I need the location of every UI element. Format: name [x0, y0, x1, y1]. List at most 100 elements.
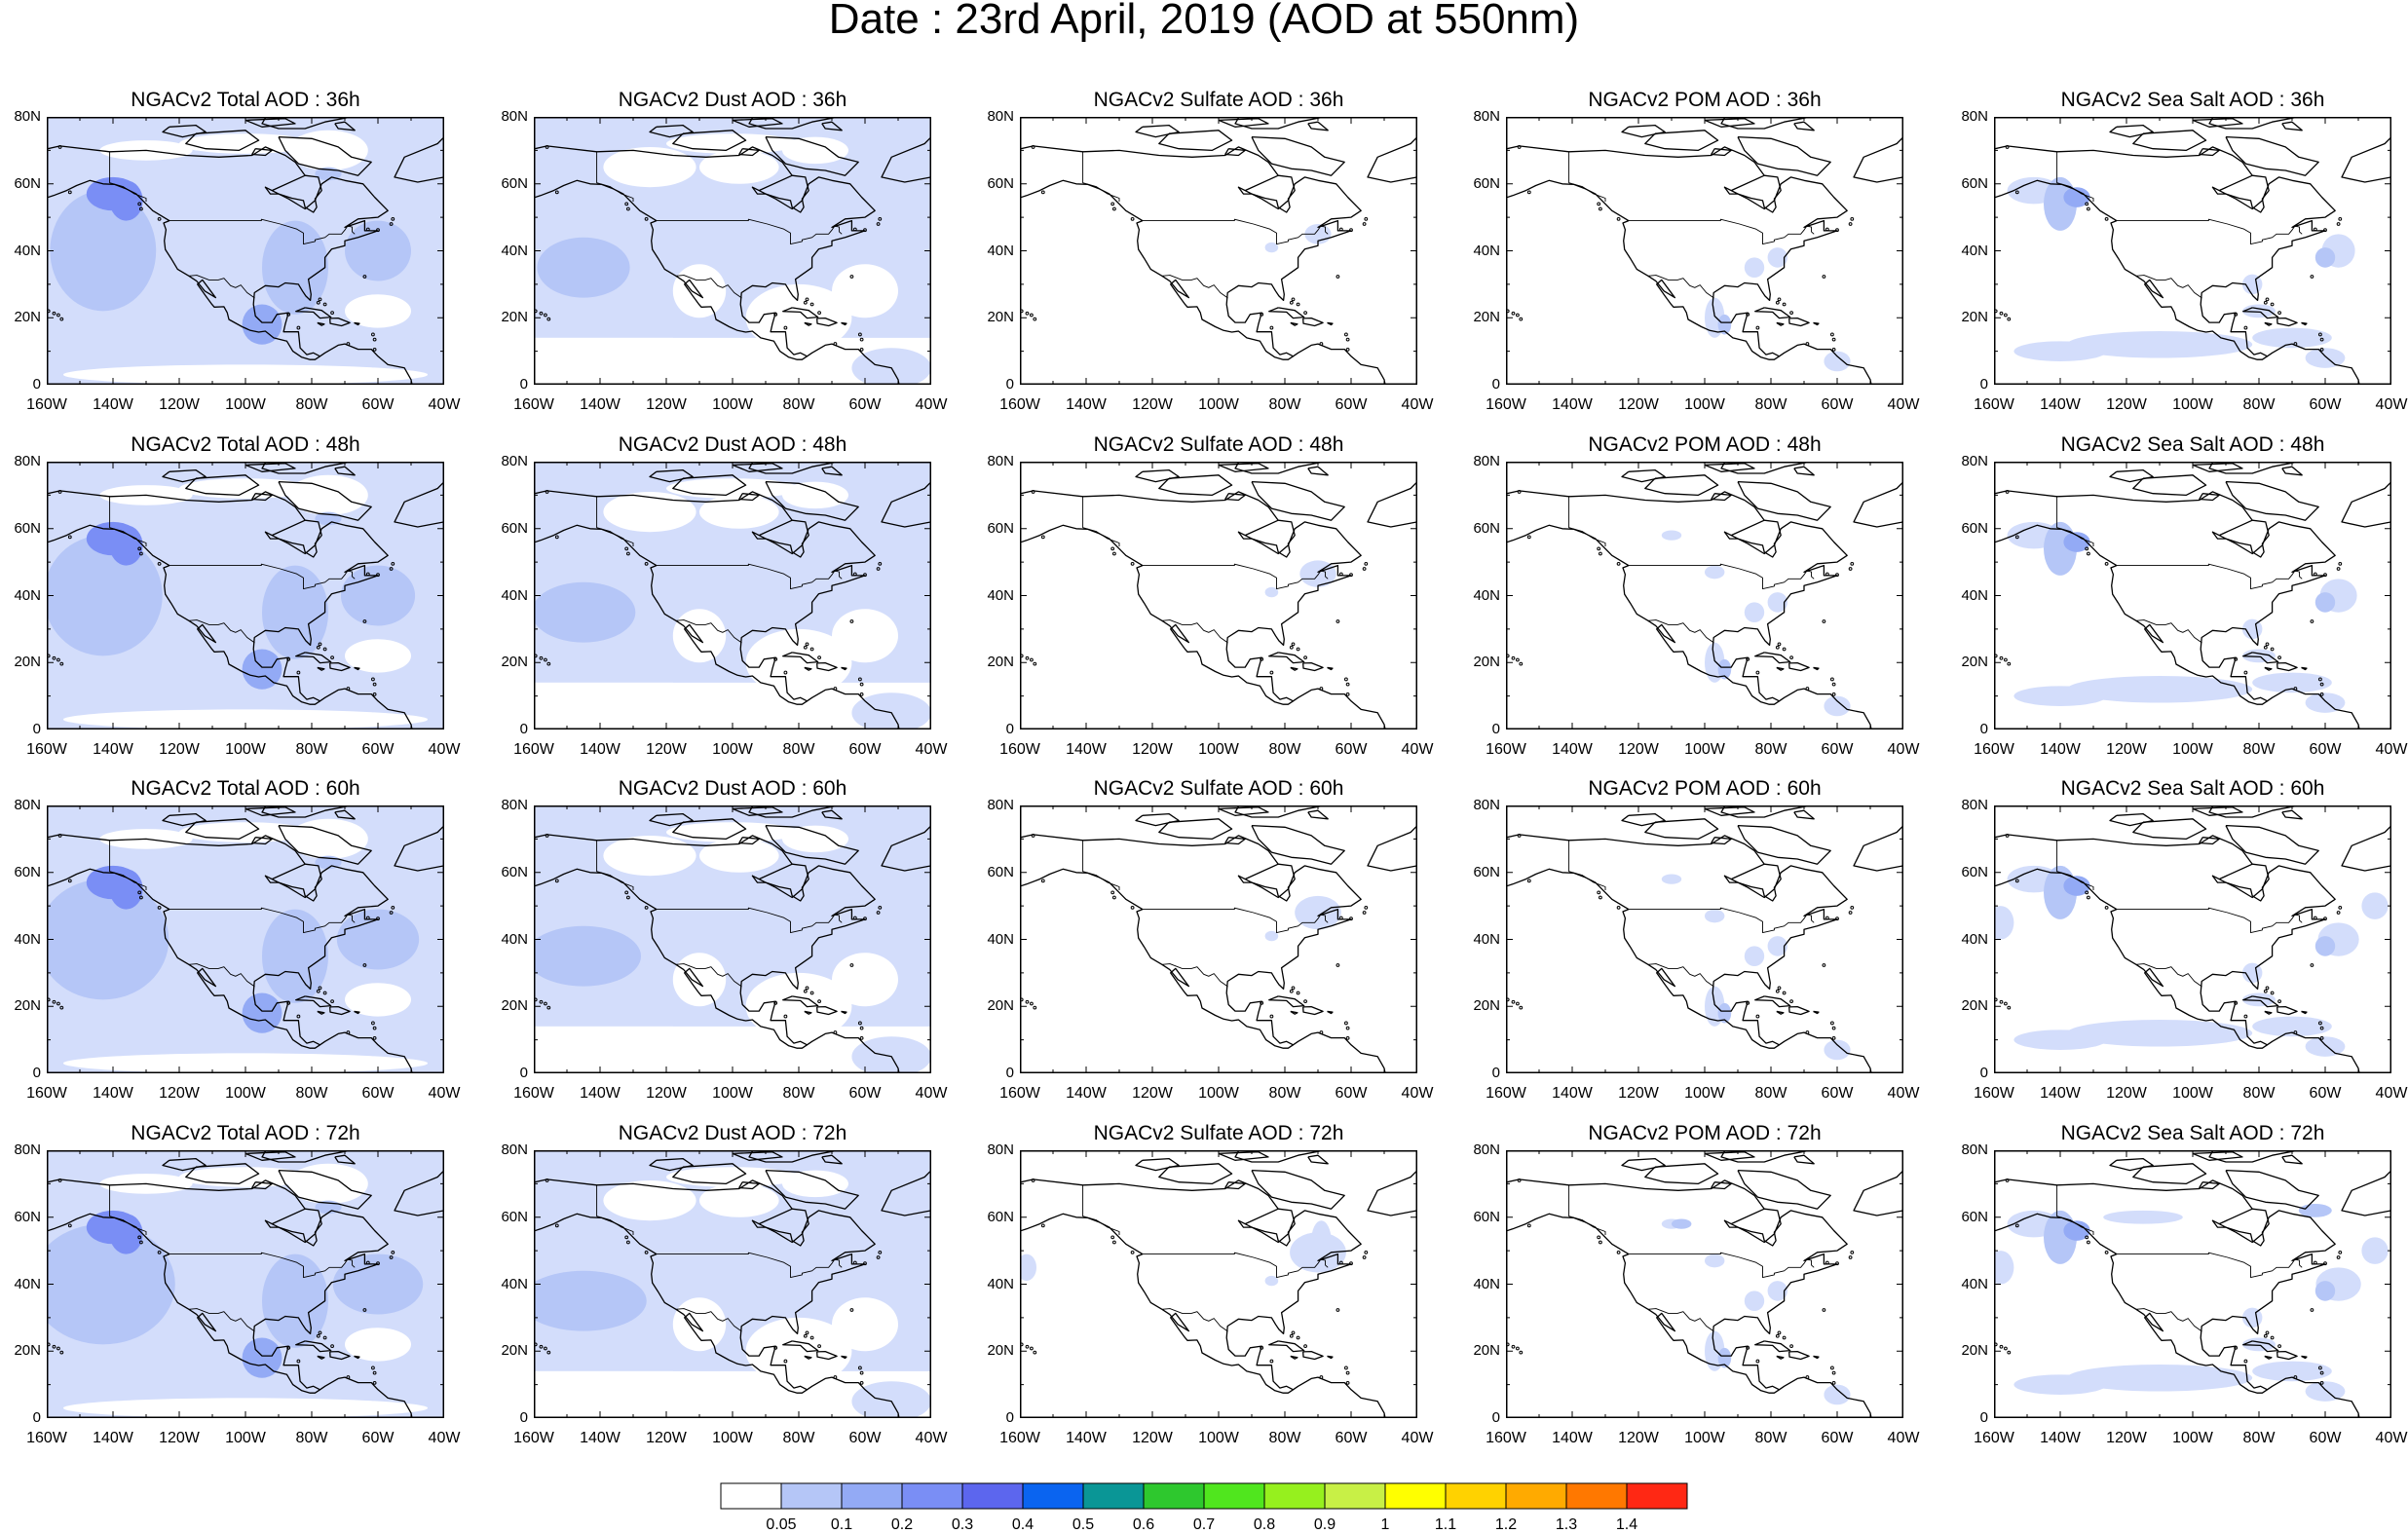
aod-field-patch — [2013, 1374, 2107, 1395]
small-island — [1362, 222, 1367, 226]
small-island — [1599, 551, 1602, 556]
lat-tick-label: 60N — [1473, 1208, 1500, 1225]
colorbar — [720, 1482, 1688, 1510]
small-island — [1831, 1381, 1836, 1385]
aod-field-patch — [2252, 1016, 2332, 1037]
aod-field-patch — [63, 1398, 428, 1418]
country-border — [109, 1184, 147, 1235]
small-island — [1349, 1261, 1353, 1266]
small-island — [1110, 1235, 1115, 1240]
small-island — [878, 561, 883, 566]
lon-tick-label: 40W — [1401, 741, 1434, 758]
aod-field-patch — [2305, 692, 2346, 713]
aod-field-patch — [1299, 560, 1336, 587]
coastline — [47, 1213, 320, 1394]
coastline — [264, 863, 322, 902]
aod-field-patch — [2314, 1281, 2336, 1301]
island-coast — [1776, 666, 1785, 671]
small-island — [2004, 1001, 2008, 1006]
small-island — [2014, 190, 2019, 195]
aod-field-patch — [1744, 257, 1765, 278]
small-island — [1999, 655, 2004, 660]
island-coast — [2199, 493, 2220, 502]
island-coast — [782, 307, 819, 319]
small-island — [1345, 1381, 1350, 1385]
lat-tick-label: 20N — [501, 1342, 528, 1360]
small-island — [1831, 348, 1836, 352]
country-border — [656, 218, 843, 245]
island-coast — [738, 148, 760, 157]
aod-field-patch — [1717, 658, 1732, 680]
lon-tick-label: 160W — [26, 1430, 67, 1446]
small-island — [1291, 1330, 1296, 1335]
country-border — [1161, 1308, 1228, 1332]
aod-field-patch — [672, 609, 727, 663]
small-island — [1345, 692, 1350, 696]
country-border — [1647, 963, 1714, 988]
lat-tick-label: 40N — [987, 242, 1014, 259]
small-island — [1344, 1021, 1348, 1026]
small-island — [1516, 1001, 1520, 1006]
lon-tick-label: 40W — [2375, 396, 2408, 413]
small-island — [852, 916, 857, 920]
small-island — [2319, 1381, 2324, 1385]
small-island — [372, 682, 377, 687]
island-coast — [816, 1350, 838, 1361]
lon-tick-label: 120W — [646, 1085, 687, 1102]
small-island — [2313, 572, 2317, 577]
island-coast — [738, 837, 760, 845]
island-coast — [672, 818, 747, 841]
island-coast — [1327, 666, 1334, 671]
small-island — [1110, 546, 1115, 551]
island-coast — [1290, 321, 1298, 326]
small-island — [2004, 313, 2008, 318]
island-coast — [1251, 135, 1345, 176]
small-island — [1850, 905, 1855, 910]
lat-tick-label: 20N — [987, 1342, 1014, 1360]
small-island — [878, 905, 883, 910]
island-coast — [1268, 652, 1305, 664]
small-island — [546, 1005, 551, 1010]
small-island — [2277, 655, 2281, 659]
small-island — [1775, 300, 1780, 305]
small-island — [1825, 572, 1829, 577]
small-island — [1130, 561, 1135, 566]
small-island — [1303, 655, 1307, 659]
small-island — [2313, 916, 2317, 920]
island-coast — [1776, 1355, 1785, 1360]
island-coast — [2341, 480, 2391, 528]
aod-field-patch — [1744, 1291, 1765, 1311]
lon-tick-label: 120W — [1618, 1430, 1659, 1446]
island-coast — [2132, 130, 2207, 152]
small-island — [1030, 313, 1034, 318]
lon-tick-label: 40W — [915, 741, 948, 758]
coastline — [751, 174, 809, 213]
aod-field-patch — [288, 474, 368, 515]
island-coast — [2225, 1169, 2319, 1210]
small-island — [2318, 1366, 2322, 1370]
country-border — [188, 1308, 255, 1332]
colorbar-cell — [901, 1482, 963, 1510]
small-island — [1289, 645, 1294, 650]
island-coast — [1367, 1169, 1417, 1216]
lat-tick-label: 0 — [1979, 376, 1988, 393]
lat-tick-label: 80N — [987, 453, 1014, 469]
island-coast — [821, 121, 843, 131]
aod-field-patch — [109, 1214, 143, 1254]
lat-tick-label: 60N — [1473, 519, 1500, 537]
small-island — [1291, 642, 1296, 647]
lon-tick-label: 160W — [1974, 1085, 2014, 1102]
lon-tick-label: 60W — [1335, 741, 1368, 758]
lon-tick-label: 60W — [2309, 396, 2342, 413]
lat-tick-label: 40N — [987, 586, 1014, 604]
small-island — [318, 642, 322, 647]
small-island — [849, 275, 854, 279]
lon-tick-label: 140W — [1552, 396, 1593, 413]
small-island — [2293, 687, 2298, 691]
small-island — [2310, 963, 2314, 967]
island-coast — [1234, 117, 1327, 130]
lat-tick-label: 80N — [1961, 453, 1988, 469]
small-island — [1033, 1005, 1037, 1010]
lon-tick-label: 80W — [782, 1430, 815, 1446]
small-island — [365, 227, 370, 232]
